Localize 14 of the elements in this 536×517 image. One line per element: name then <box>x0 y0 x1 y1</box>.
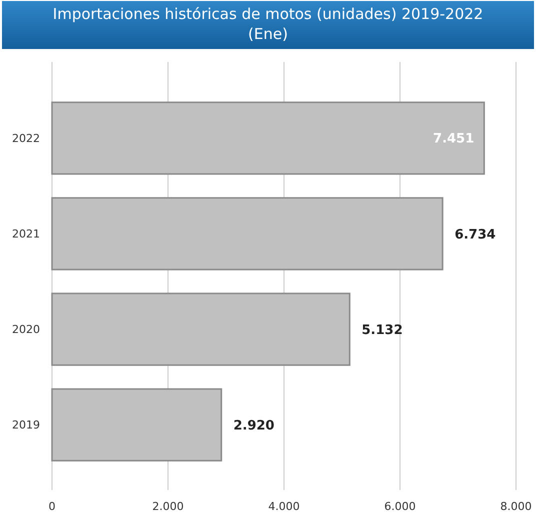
x-tick-label: 8.000 <box>500 500 532 513</box>
data-label: 6.734 <box>454 227 496 242</box>
x-tick-label: 4.000 <box>268 500 300 513</box>
y-tick-label: 2021 <box>12 228 40 241</box>
data-label: 2.920 <box>233 418 274 434</box>
y-tick-label: 2020 <box>12 323 40 336</box>
y-tick-label: 2022 <box>12 132 40 146</box>
x-tick-label: 6.000 <box>384 500 416 513</box>
chart-title: Importaciones históricas de motos (unidades) 2019-2022 (Ene) <box>52 5 484 43</box>
x-tick-label: 0 <box>48 500 56 513</box>
data-label: 5.132 <box>362 322 403 338</box>
x-tick-label: 2.000 <box>152 500 184 513</box>
data-label: 7.451 <box>433 132 474 147</box>
y-tick-label: 2019 <box>12 418 40 432</box>
